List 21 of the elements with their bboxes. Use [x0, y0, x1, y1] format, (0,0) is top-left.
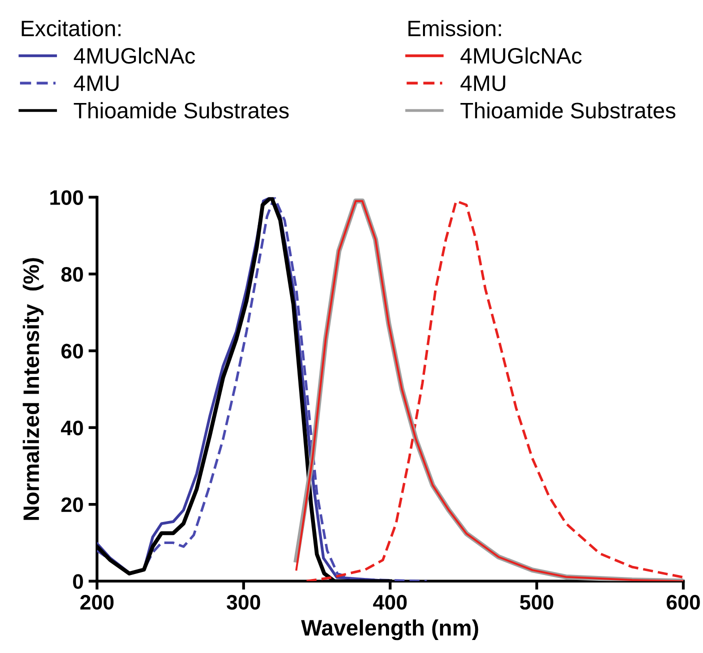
y-tick-label: 0 [73, 574, 83, 589]
legend-label: 4MU [74, 76, 119, 92]
x-axis-title: Wavelength (nm) [301, 619, 478, 640]
legend-label: 4MUGlcNAc [460, 47, 582, 64]
y-tick-label: 80 [61, 267, 83, 282]
x-tick-label: 400 [373, 594, 407, 610]
y-tick-label: 100 [50, 190, 83, 205]
legend-label: 4MU [460, 76, 506, 92]
legend-label: 4MUGlcNAc [74, 47, 195, 64]
x-tick-label: 500 [520, 594, 554, 610]
x-tick-label: 600 [666, 594, 700, 610]
legend-label: Thioamide Substrates [74, 102, 289, 118]
legend-label: Thioamide Substrates [460, 102, 676, 118]
y-tick-label: 60 [61, 344, 83, 359]
y-axis-title: Normalized Intensity (%) [22, 258, 44, 520]
y-tick-label: 40 [60, 420, 83, 436]
text: Excitation: [22, 20, 120, 36]
y-tick-label: 20 [61, 497, 83, 512]
text: Emission: [408, 20, 501, 36]
x-tick-label: 300 [226, 594, 260, 610]
x-tick-label: 200 [80, 594, 114, 610]
